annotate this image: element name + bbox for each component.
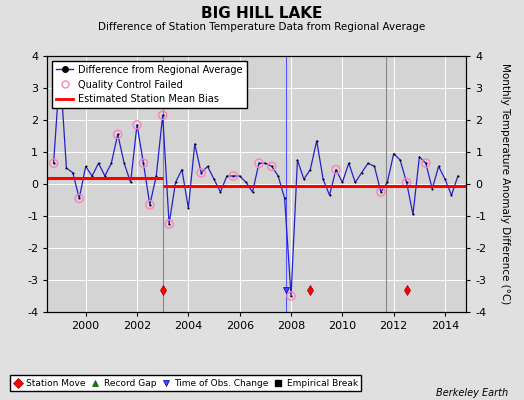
Legend: Station Move, Record Gap, Time of Obs. Change, Empirical Break: Station Move, Record Gap, Time of Obs. C… — [10, 375, 361, 392]
Y-axis label: Monthly Temperature Anomaly Difference (°C): Monthly Temperature Anomaly Difference (… — [500, 63, 510, 305]
Point — [139, 160, 148, 166]
Point — [268, 163, 276, 170]
Point — [197, 170, 205, 176]
Point — [75, 195, 83, 202]
Legend: Difference from Regional Average, Quality Control Failed, Estimated Station Mean: Difference from Regional Average, Qualit… — [52, 61, 247, 108]
Text: Difference of Station Temperature Data from Regional Average: Difference of Station Temperature Data f… — [99, 22, 425, 32]
Point — [332, 166, 340, 173]
Point — [158, 112, 167, 118]
Point — [402, 179, 411, 186]
Point — [165, 221, 173, 227]
Point — [422, 160, 430, 166]
Point — [377, 189, 385, 195]
Point — [146, 202, 154, 208]
Text: BIG HILL LAKE: BIG HILL LAKE — [201, 6, 323, 21]
Point — [114, 131, 122, 138]
Point — [287, 293, 295, 299]
Point — [133, 122, 141, 128]
Point — [49, 160, 58, 166]
Point — [255, 160, 263, 166]
Point — [229, 173, 237, 179]
Text: Berkeley Earth: Berkeley Earth — [436, 388, 508, 398]
